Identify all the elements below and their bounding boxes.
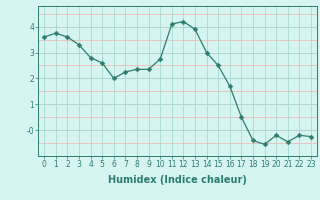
X-axis label: Humidex (Indice chaleur): Humidex (Indice chaleur): [108, 175, 247, 185]
